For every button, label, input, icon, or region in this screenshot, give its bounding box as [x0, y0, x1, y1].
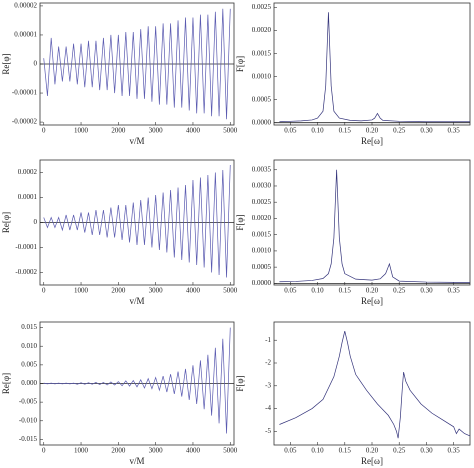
x-tick-label: 3000	[149, 287, 164, 295]
y-tick-label: 0.0030	[252, 182, 272, 190]
x-tick-label: 4000	[186, 287, 201, 295]
x-tick-label: 0.10	[311, 287, 324, 295]
data-line	[43, 327, 231, 434]
y-tick-label: -0.005	[19, 398, 38, 406]
x-tick-label: 0.15	[339, 287, 352, 295]
y-tick-label: 0.00001	[14, 31, 37, 39]
x-tick-label: 5000	[223, 287, 238, 295]
y-tick-label: -2	[265, 359, 271, 367]
y-tick-label: 0.0020	[252, 26, 272, 34]
y-tick-label: -0.010	[19, 416, 38, 424]
y-tick-label: 0.015	[21, 323, 37, 331]
x-axis-label: Re[ω]	[361, 456, 383, 466]
x-tick-label: 0.05	[284, 447, 297, 455]
y-tick-label: -0.0002	[15, 268, 37, 276]
y-tick-label: 0.005	[21, 360, 37, 368]
x-tick-label: 3000	[149, 127, 164, 135]
x-tick-label: 1000	[74, 127, 89, 135]
y-tick-label: -5	[265, 427, 271, 435]
x-tick-label: 0	[42, 447, 46, 455]
x-tick-label: 0	[42, 287, 46, 295]
x-tick-label: 0.30	[420, 127, 433, 135]
y-tick-label: 0.0025	[252, 3, 272, 11]
x-tick-label: 0.35	[448, 127, 461, 135]
y-tick-label: -0.00002	[12, 118, 38, 126]
x-tick-label: 2000	[111, 287, 126, 295]
x-tick-label: 0	[42, 127, 46, 135]
y-tick-label: 0.000	[21, 379, 37, 387]
plot-frame	[273, 2, 471, 126]
y-tick-label: 0.0002	[18, 168, 38, 176]
y-tick-label: -3	[265, 381, 271, 389]
y-tick-label: 0.010	[21, 342, 37, 350]
x-axis-label: v/M	[129, 136, 144, 146]
data-line	[43, 8, 231, 120]
x-tick-label: 3000	[149, 447, 164, 455]
x-tick-label: 0.25	[393, 287, 406, 295]
data-line	[279, 12, 470, 123]
y-axis-label: Re[φ]	[1, 53, 11, 74]
y-tick-label: -1	[265, 336, 271, 344]
y-tick-label: 0	[34, 218, 38, 226]
x-tick-label: 2000	[111, 127, 126, 135]
x-tick-label: 0.20	[366, 127, 379, 135]
x-tick-label: 0.05	[284, 287, 297, 295]
x-tick-label: 4000	[186, 127, 201, 135]
data-line	[279, 331, 471, 439]
plot-frame	[273, 159, 471, 286]
x-tick-label: 5000	[223, 127, 238, 135]
x-tick-label: 4000	[186, 447, 201, 455]
y-tick-label: 0.0015	[252, 49, 272, 57]
x-tick-label: 0.35	[448, 447, 461, 455]
y-axis-label: F[φ]	[235, 56, 245, 72]
x-axis-label: Re[ω]	[361, 136, 383, 146]
y-tick-label: 0.0000	[252, 279, 272, 287]
x-tick-label: 0.10	[311, 447, 324, 455]
x-tick-label: 0.30	[420, 447, 433, 455]
x-tick-label: 1000	[74, 287, 89, 295]
x-tick-label: 0.30	[420, 287, 433, 295]
data-line	[43, 164, 231, 278]
plot-frame	[273, 321, 471, 446]
y-tick-label: 0.0010	[252, 72, 272, 80]
y-axis-label: F[φ]	[235, 214, 245, 230]
y-tick-label: 0	[34, 60, 38, 68]
y-tick-label: 0.0005	[252, 263, 272, 271]
x-tick-label: 0.15	[339, 447, 352, 455]
x-tick-label: 0.15	[339, 127, 352, 135]
y-tick-label: 0.0010	[252, 247, 272, 255]
y-tick-label: -0.00001	[12, 89, 38, 97]
x-axis-label: v/M	[129, 296, 144, 306]
x-tick-label: 0.05	[284, 127, 297, 135]
x-tick-label: 5000	[223, 447, 238, 455]
y-axis-label: Re[φ]	[1, 212, 11, 233]
x-tick-label: 0.25	[393, 447, 406, 455]
y-tick-label: 0.0015	[252, 230, 272, 238]
data-line	[279, 169, 470, 283]
y-tick-label: 0.00002	[14, 2, 37, 10]
y-tick-label: -0.015	[19, 435, 38, 443]
y-axis-label: F[φ]	[235, 375, 245, 391]
y-tick-label: 0.0025	[252, 198, 272, 206]
x-axis-label: v/M	[129, 456, 144, 466]
x-tick-label: 0.25	[393, 127, 406, 135]
y-tick-label: -0.0001	[15, 243, 37, 251]
y-tick-label: 0.0035	[252, 165, 272, 173]
y-tick-label: -4	[265, 404, 271, 412]
x-axis-label: Re[ω]	[361, 296, 383, 306]
x-tick-label: 0.35	[448, 287, 461, 295]
x-tick-label: 2000	[111, 447, 126, 455]
y-tick-label: 0.0020	[252, 214, 272, 222]
x-tick-label: 1000	[74, 447, 89, 455]
x-tick-label: 0.10	[311, 127, 324, 135]
x-tick-label: 0.20	[366, 287, 379, 295]
y-tick-label: 0.0000	[252, 118, 272, 126]
x-tick-label: 0.20	[366, 447, 379, 455]
y-tick-label: 0.0005	[252, 95, 272, 103]
y-tick-label: 0.0001	[18, 193, 38, 201]
y-axis-label: Re[φ]	[1, 373, 11, 394]
